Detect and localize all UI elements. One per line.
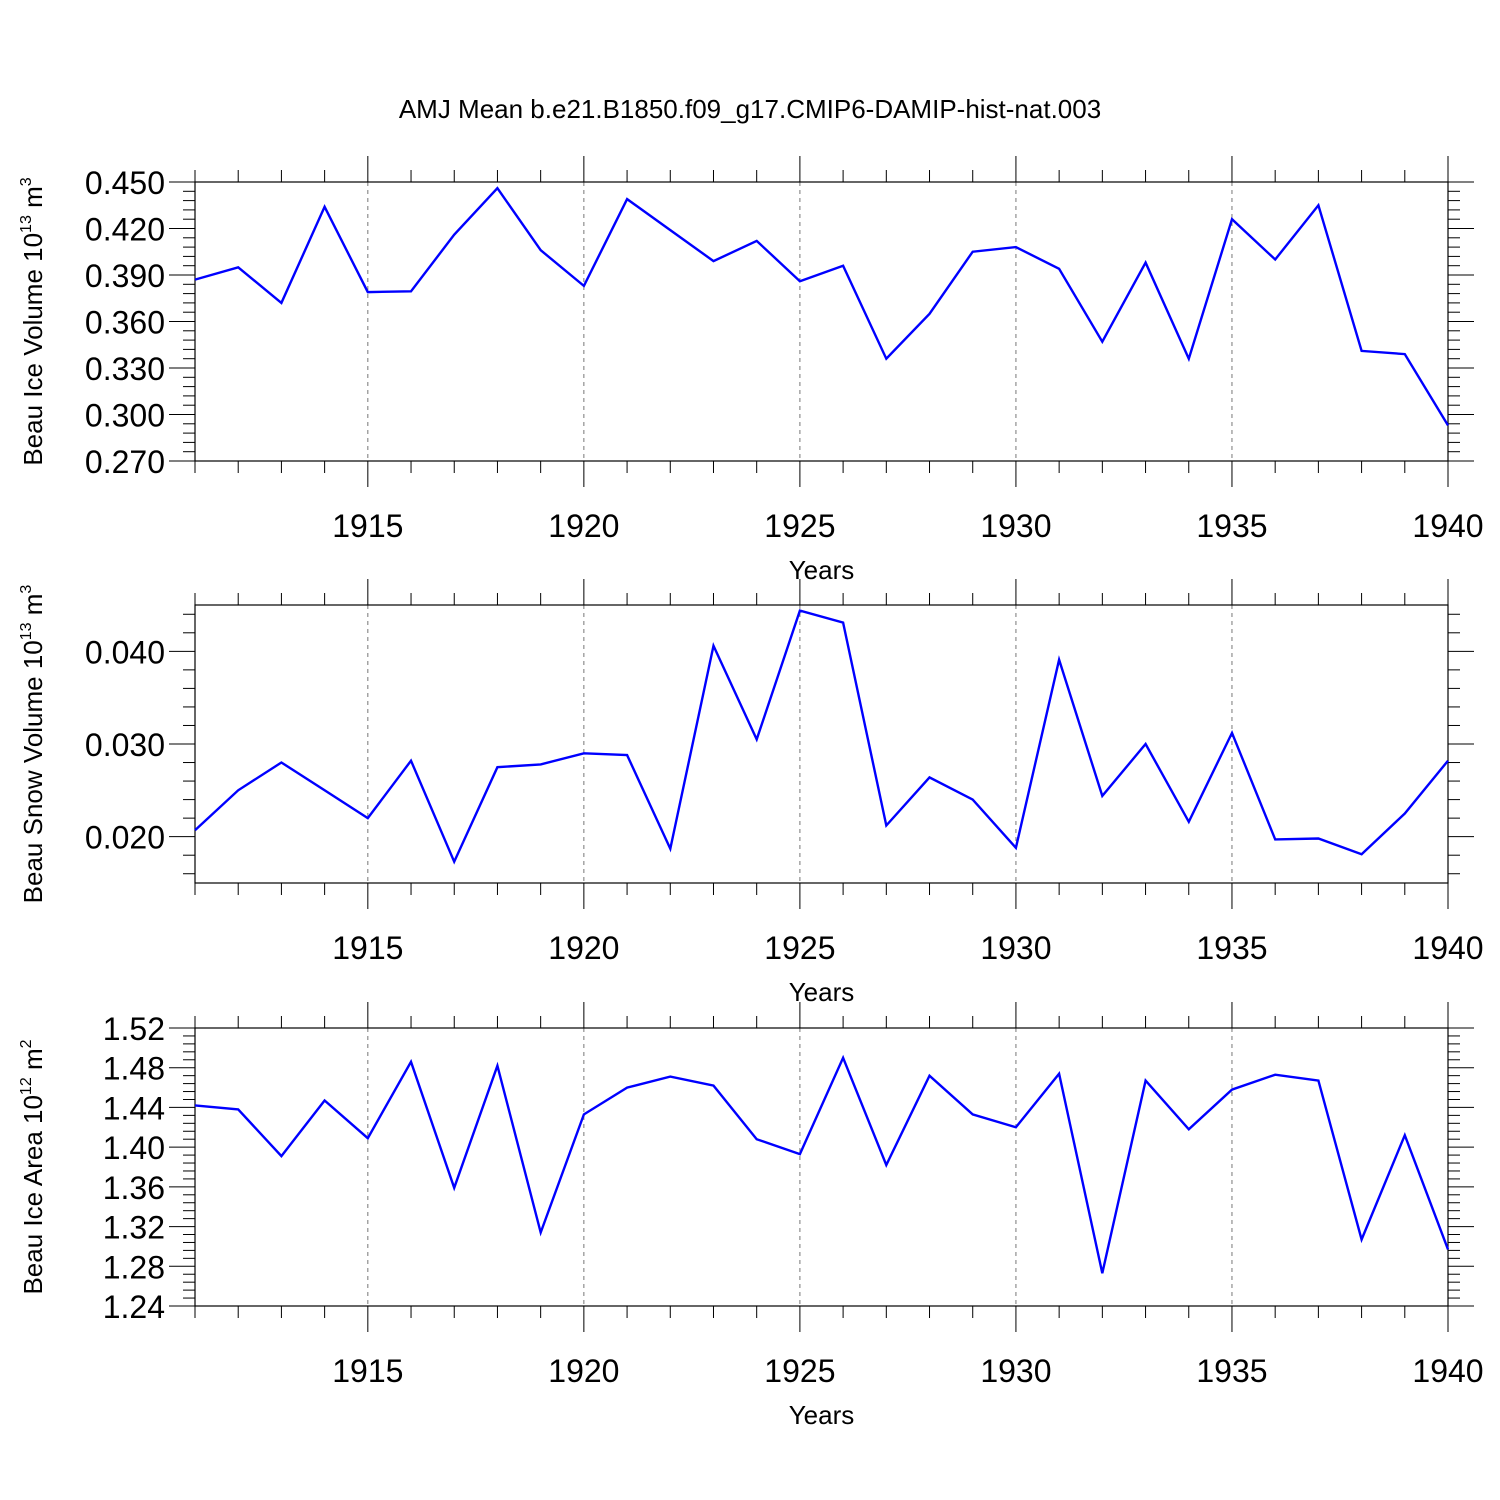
y-axis-title: Beau Snow Volume 1013 m3 <box>18 585 48 904</box>
panel-1: 0.450 0.420 0.390 0.360 0.330 0.300 0.270 1915 1… <box>18 156 1484 585</box>
y-tick-label: 0.040 <box>85 634 165 670</box>
x-axis-title: Years <box>789 555 855 585</box>
x-tick-label: 1925 <box>764 1353 835 1389</box>
y-tick-label: 0.300 <box>85 398 165 434</box>
x-tick-label: 1940 <box>1412 930 1483 966</box>
y-tick-label: 0.270 <box>85 444 165 480</box>
panel-3: 1.52 1.481.44 1.40 1.36 1.321.28 1.24 1915 1920… <box>18 1002 1484 1430</box>
x-tick-label: 1935 <box>1196 930 1267 966</box>
x-tick-label: 1935 <box>1196 1353 1267 1389</box>
y-tick-label: 1.28 <box>103 1249 165 1285</box>
y-axis-title: Beau Ice Area 1012 m2 <box>18 1039 48 1294</box>
y-tick-label: 1.52 <box>103 1011 165 1047</box>
chart-title: AMJ Mean b.e21.B1850.f09_g17.CMIP6-DAMIP… <box>399 94 1101 124</box>
x-tick-label: 1930 <box>980 508 1051 544</box>
series-line <box>194 609 1449 865</box>
y-tick-label: 0.020 <box>85 820 165 856</box>
x-tick-label: 1925 <box>764 930 835 966</box>
x-tick-label: 1940 <box>1412 508 1483 544</box>
x-tick-label: 1935 <box>1196 508 1267 544</box>
x-tick-label: 1930 <box>980 930 1051 966</box>
x-tick-label: 1930 <box>980 1353 1051 1389</box>
y-tick-label: 1.24 <box>103 1289 165 1325</box>
x-tick-label: 1915 <box>332 930 403 966</box>
y-tick-label: 1.36 <box>103 1170 165 1206</box>
x-tick-label: 1925 <box>764 508 835 544</box>
x-tick-label: 1920 <box>548 508 619 544</box>
plot-frame <box>194 1027 1449 1307</box>
plot-frame <box>194 604 1449 884</box>
y-tick-label: 0.330 <box>85 351 165 387</box>
y-axis-title: Beau Ice Volume 1013 m3 <box>18 177 48 465</box>
series-line <box>194 186 1450 427</box>
series-line <box>194 1054 1450 1274</box>
x-axis-title: Years <box>789 977 855 1007</box>
panel-2: 0.040 0.030 0.020 1915 1920 1925 1930 1935 1940 Y… <box>18 579 1484 1007</box>
x-tick-label: 1915 <box>332 1353 403 1389</box>
y-tick-label: 0.450 <box>85 165 165 201</box>
x-tick-label: 1915 <box>332 508 403 544</box>
x-tick-label: 1920 <box>548 930 619 966</box>
y-tick-label: 0.360 <box>85 305 165 341</box>
y-tick-label: 1.48 <box>103 1051 165 1087</box>
x-axis-title: Years <box>789 1400 855 1430</box>
y-tick-label: 0.030 <box>85 727 165 763</box>
y-tick-label: 1.44 <box>103 1090 165 1126</box>
y-tick-label: 1.40 <box>103 1130 165 1166</box>
plot-frame <box>194 181 1449 462</box>
y-tick-label: 1.32 <box>103 1210 165 1246</box>
x-tick-label: 1920 <box>548 1353 619 1389</box>
x-tick-label: 1940 <box>1412 1353 1483 1389</box>
y-tick-label: 0.420 <box>85 212 165 248</box>
y-tick-label: 0.390 <box>85 258 165 294</box>
